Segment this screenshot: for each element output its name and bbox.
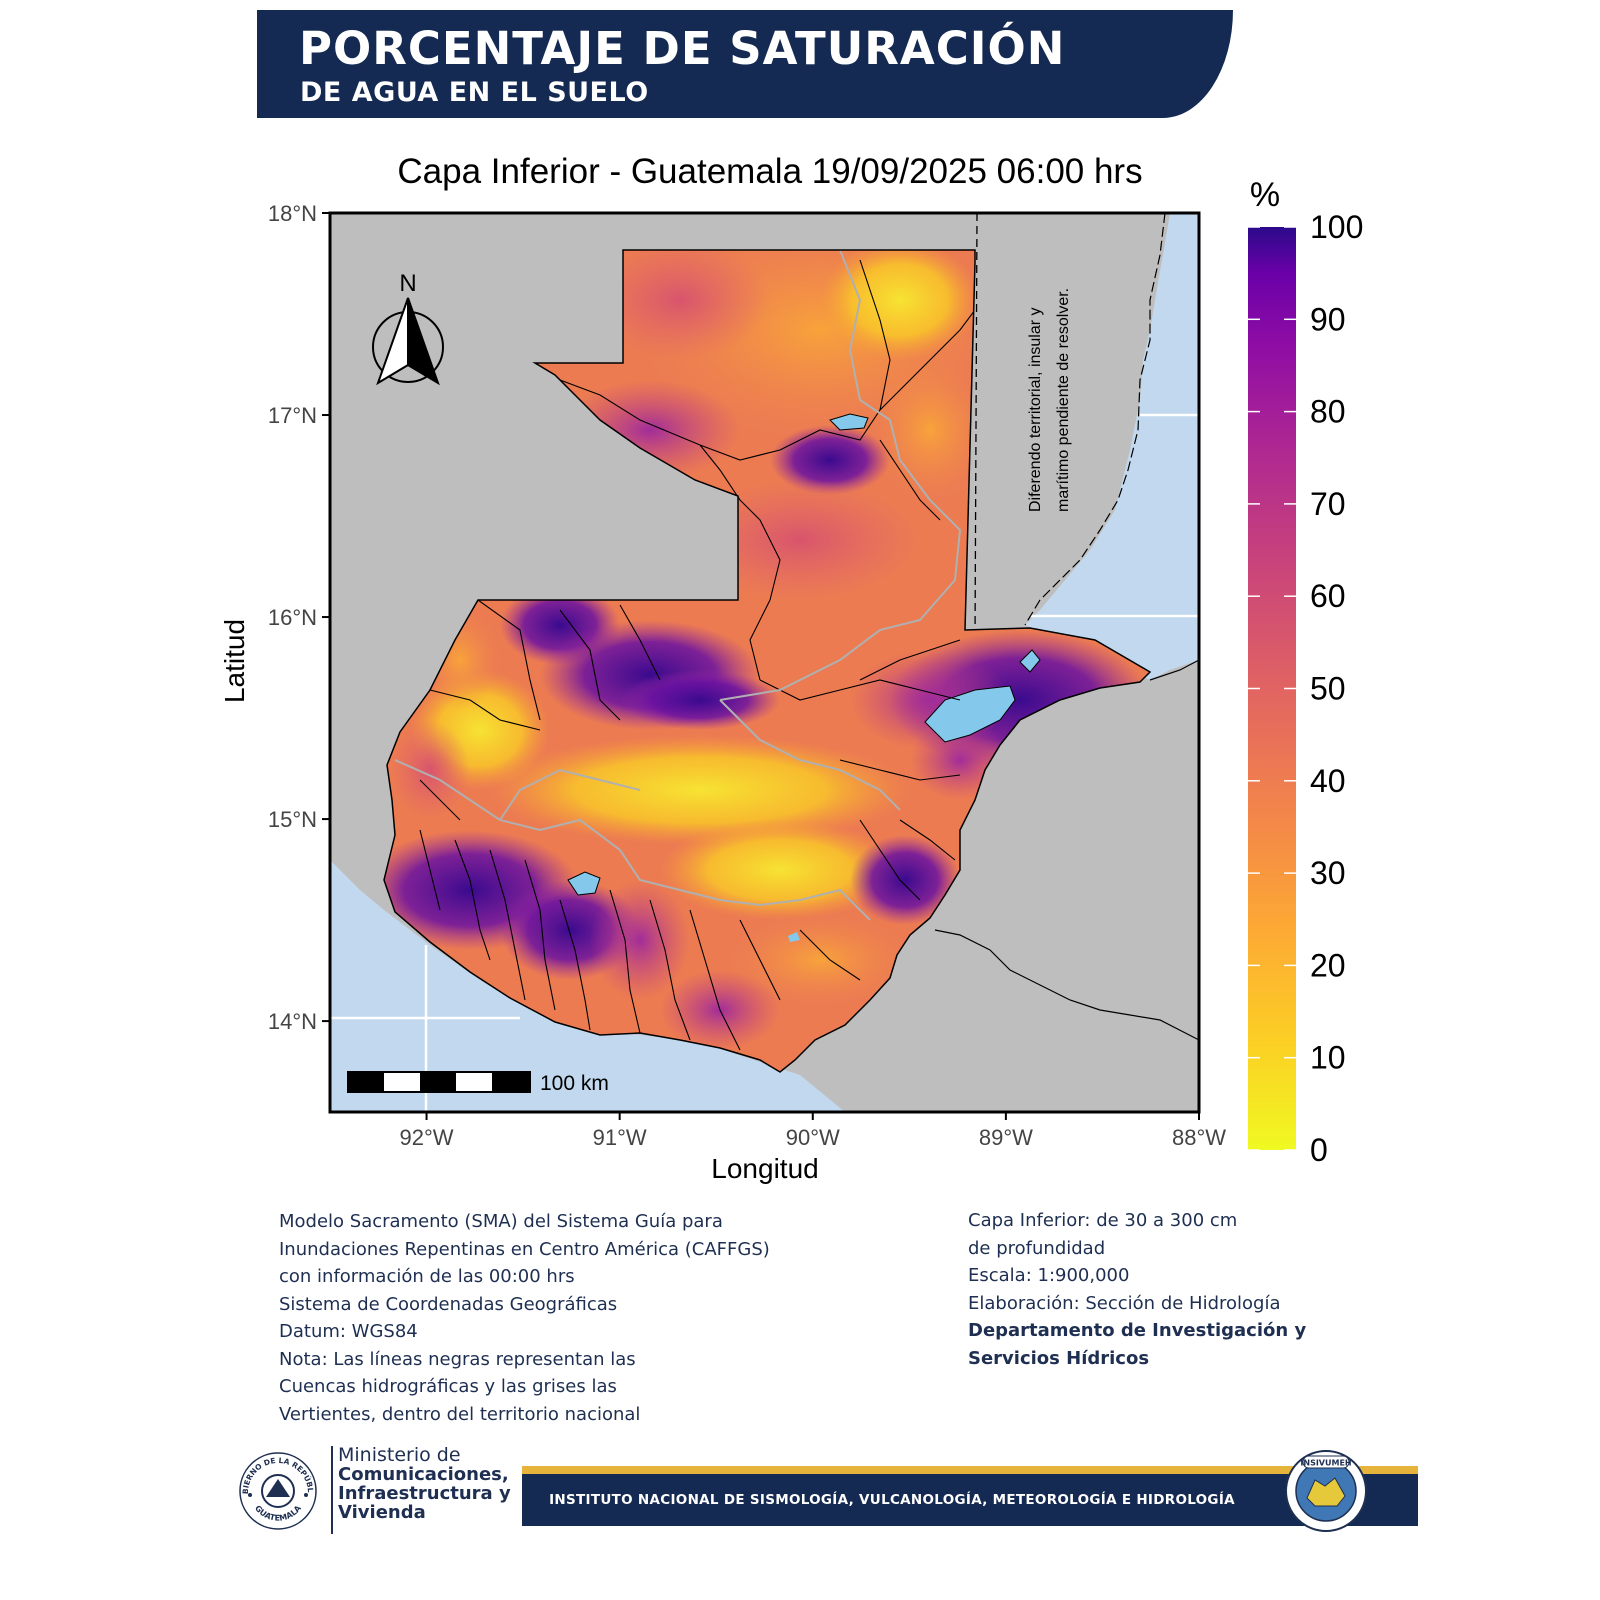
ministry-line: Infraestructura y [338,1483,511,1504]
guatemala-outline [383,249,1152,1073]
pacific-ocean [330,860,845,1112]
department-line: Departamento de Investigación y [968,1320,1307,1341]
note-line: Capa Inferior: de 30 a 300 cm [968,1210,1238,1231]
x-axis-label: Longitud [711,1153,818,1184]
dispute-note: Diferendo territorial, insular y marítim… [1027,288,1072,512]
legend-tick-label: 70 [1310,486,1346,522]
legend-tick-label: 90 [1310,301,1346,337]
note-line: Vertientes, dentro del territorio nacion… [279,1403,641,1425]
note-line: de profundidad [968,1237,1106,1259]
x-tick-label: 89°W [979,1125,1033,1150]
map-title: Capa Inferior - Guatemala 19/09/2025 06:… [397,152,1143,191]
y-axis-label: Latitud [219,619,250,703]
note-line: con información de las 00:00 hrs [279,1266,575,1287]
insivumeh-label: INSIVUMEH [1300,1459,1351,1468]
note-line: Escala: 1:900,000 [968,1265,1130,1286]
notes-left: Modelo Sacramento (SMA) del Sistema Guía… [279,1208,770,1428]
y-tick-label: 16°N [268,605,317,630]
department-line: Servicios Hídricos [968,1347,1150,1369]
footer-bar [522,1474,1418,1526]
header-banner: PORCENTAJE DE SATURACIÓN DE AGUA EN EL S… [257,10,1233,118]
x-tick-label: 88°W [1172,1125,1226,1150]
legend-tick-label: 30 [1310,855,1346,891]
note-line: Cuencas hidrográficas y las grises las [279,1376,617,1397]
x-tick-label: 91°W [593,1125,647,1150]
insivumeh-logo-icon: INSIVUMEH [1285,1450,1367,1532]
dispute-note-line2: marítimo pendiente de resolver. [1055,288,1072,512]
legend-tick-label: 40 [1310,763,1346,799]
legend-tick-label: 20 [1310,947,1346,983]
ministry-separator [331,1446,333,1534]
watershed-lines [419,259,976,1051]
scale-bar: 100 km [347,1071,609,1095]
dispute-note-line1: Diferendo territorial, insular y [1027,307,1044,512]
note-line: Datum: WGS84 [279,1321,418,1342]
y-tick-label: 18°N [268,201,317,226]
ministry-line: Ministerio de [338,1444,461,1466]
guatemala-seal-icon: GOBIERNO DE LA REPÚBLICA GUATEMALA [238,1451,317,1530]
note-line: Sistema de Coordenadas Geográficas [279,1293,618,1315]
lake-izabal [924,685,1016,743]
legend-tick-label: 0 [1310,1132,1328,1168]
note-line: Elaboración: Sección de Hidrología [968,1292,1281,1314]
legend-tick-label: 100 [1310,209,1363,245]
legend-tick-label: 50 [1310,671,1346,707]
y-axis: 18°N 17°N 16°N 15°N 14°N [268,201,330,1034]
x-tick-label: 90°W [786,1125,840,1150]
x-axis: 92°W 91°W 90°W 89°W 88°W [400,1112,1226,1150]
lake-atitlan [567,871,601,896]
note-line: Modelo Sacramento (SMA) del Sistema Guía… [279,1211,723,1232]
legend-tick-label: 80 [1310,394,1346,430]
footer-gold-stripe [522,1466,1418,1474]
note-line: Nota: Las líneas negras representan las [279,1348,636,1370]
legend-tick-label: 60 [1310,578,1346,614]
lake-peten-itza [829,413,869,431]
x-tick-label: 92°W [400,1125,454,1150]
map-frame [328,211,1201,1114]
slope-lines [394,250,962,921]
y-tick-label: 14°N [268,1009,317,1034]
y-tick-label: 17°N [268,403,317,428]
north-arrow: N [372,270,444,386]
institute-name: INSTITUTO NACIONAL DE SISMOLOGÍA, VULCAN… [549,1492,1235,1508]
ministry-line: Comunicaciones, [338,1464,509,1485]
ministry-logo: Ministerio de Comunicaciones, Infraestru… [338,1445,511,1522]
ministry-line: Vivienda [338,1502,426,1523]
scale-bar-label: 100 km [540,1072,609,1095]
disputed-border [974,213,978,641]
el-salvador-honduras-border [934,929,1199,1041]
notes-right: Capa Inferior: de 30 a 300 cm de profund… [968,1207,1306,1372]
y-tick-label: 15°N [268,807,317,832]
note-line: Inundaciones Repentinas en Centro Améric… [279,1238,770,1260]
north-label: N [399,270,416,297]
legend-tick-label: 10 [1310,1040,1346,1076]
header-title: PORCENTAJE DE SATURACIÓN [299,22,1066,75]
legend-title: % [1250,176,1280,214]
header-subtitle: DE AGUA EN EL SUELO [300,77,649,108]
caribbean-sea [1025,213,1199,680]
